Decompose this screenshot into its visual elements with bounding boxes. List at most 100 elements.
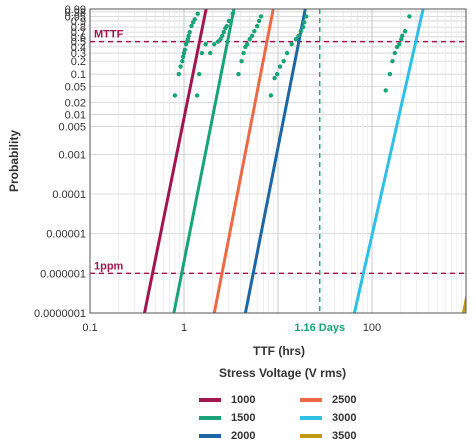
- legend-item-3000: 3000: [300, 411, 356, 425]
- fit-line-1000: [143, 9, 208, 313]
- data-point: [244, 41, 250, 47]
- data-point: [239, 58, 244, 64]
- reference-lines: [90, 9, 466, 313]
- data-point: [249, 33, 255, 39]
- y-tick-label: 0.9: [71, 16, 86, 28]
- legend-label: 3000: [332, 412, 357, 424]
- x-tick-label: 100: [363, 322, 381, 334]
- legend-label: 1500: [231, 412, 256, 424]
- y-tick-label: 0.1: [71, 69, 86, 81]
- y-tick-label: 0.4: [71, 42, 86, 54]
- data-point: [195, 11, 200, 16]
- data-point: [241, 50, 246, 56]
- legend-item-1000: 1000: [199, 393, 255, 407]
- y-axis-title: Probability: [7, 130, 21, 192]
- y-tick-label: 0.000001: [40, 268, 86, 280]
- data-point: [220, 33, 225, 39]
- data-point: [274, 71, 280, 77]
- y-tick-label: 0.0001: [52, 189, 86, 201]
- data-point: [199, 50, 205, 56]
- data-point: [187, 29, 192, 35]
- x-tick-label: 1: [181, 322, 187, 334]
- y-tick-label: 0.8: [71, 22, 86, 34]
- y-tick-label: 0.01: [65, 110, 86, 122]
- x-tick-labels: 0.1 1 100: [82, 322, 381, 334]
- legend-label: 3500: [332, 430, 357, 442]
- x-axis-title: TTF (hrs): [253, 344, 305, 358]
- y-tick-label: 0.3: [71, 48, 86, 60]
- reference-label: 1ppm: [94, 260, 124, 272]
- data-point: [277, 64, 283, 69]
- data-point: [272, 75, 277, 81]
- reference-label: MTTF: [94, 29, 124, 41]
- data-point: [407, 14, 412, 19]
- y-tick-label: 0.5: [71, 37, 86, 49]
- data-point: [304, 14, 309, 19]
- data-point: [289, 41, 294, 47]
- data-point: [196, 71, 202, 77]
- legend-label: 2500: [332, 394, 357, 406]
- data-point: [172, 93, 178, 98]
- y-tick-labels: 0.990.980.950.90.80.70.60.50.40.30.20.10…: [34, 4, 86, 320]
- plot-frame: [89, 8, 467, 314]
- data-point: [400, 33, 405, 39]
- data-point: [300, 24, 306, 30]
- data-point: [185, 36, 191, 42]
- data-point: [256, 18, 262, 24]
- y-tick-label: 0.98: [65, 7, 86, 19]
- data-point: [258, 14, 264, 19]
- data-point: [194, 93, 200, 98]
- data-point: [192, 17, 197, 22]
- legend-label: 1000: [231, 394, 256, 406]
- legend-swatch: [199, 398, 221, 402]
- legend-label: 2000: [231, 430, 256, 442]
- data-point: [254, 23, 260, 29]
- legend-swatch: [300, 398, 322, 402]
- data-point: [186, 33, 191, 39]
- data-point: [247, 36, 252, 42]
- legend-item-1500: 1500: [199, 411, 255, 425]
- data-points: [172, 11, 412, 98]
- data-point: [208, 50, 213, 56]
- y-tick-label: 0.0000001: [34, 308, 86, 320]
- data-point: [302, 20, 307, 25]
- legend-swatch: [300, 416, 322, 420]
- data-point: [284, 50, 290, 56]
- legend-title: Stress Voltage (V rms): [219, 366, 347, 380]
- y-tick-label: 0.6: [71, 32, 86, 44]
- legend-swatch: [199, 416, 221, 420]
- data-point: [221, 29, 226, 35]
- data-point: [189, 23, 194, 29]
- y-tick-label: 0.99: [65, 4, 86, 16]
- data-point: [182, 47, 188, 53]
- data-point: [236, 71, 241, 77]
- data-point: [212, 41, 217, 47]
- reference-label: 1.16 Days: [294, 322, 345, 334]
- fit-lines: [143, 9, 466, 313]
- legend-swatch: [199, 434, 221, 438]
- data-point: [252, 28, 257, 34]
- fit-line-1500: [172, 9, 236, 313]
- data-point: [281, 58, 286, 64]
- data-point: [178, 64, 183, 69]
- legend-item-2500: 2500: [300, 393, 356, 407]
- y-tick-label: 0.2: [71, 56, 86, 68]
- y-tick-label: 0.001: [58, 149, 86, 161]
- data-point: [180, 54, 186, 59]
- data-point: [176, 71, 181, 77]
- data-point: [399, 36, 404, 42]
- y-tick-label: 0.95: [65, 11, 86, 23]
- data-point: [296, 33, 301, 39]
- y-tick-label: 0.7: [71, 27, 86, 39]
- legend-swatch: [300, 434, 322, 438]
- data-point: [392, 50, 398, 56]
- y-tick-label: 0.02: [65, 98, 86, 110]
- data-point: [383, 88, 388, 93]
- legend: Stress Voltage (V rms) 1000 2500 1500 3000 2…: [0, 366, 474, 442]
- data-point: [298, 28, 304, 34]
- data-point: [268, 93, 274, 98]
- y-tick-label: 0.05: [65, 81, 86, 93]
- fit-line-2500: [212, 9, 275, 313]
- legend-item-2000: 2000: [199, 429, 255, 443]
- data-point: [293, 36, 299, 42]
